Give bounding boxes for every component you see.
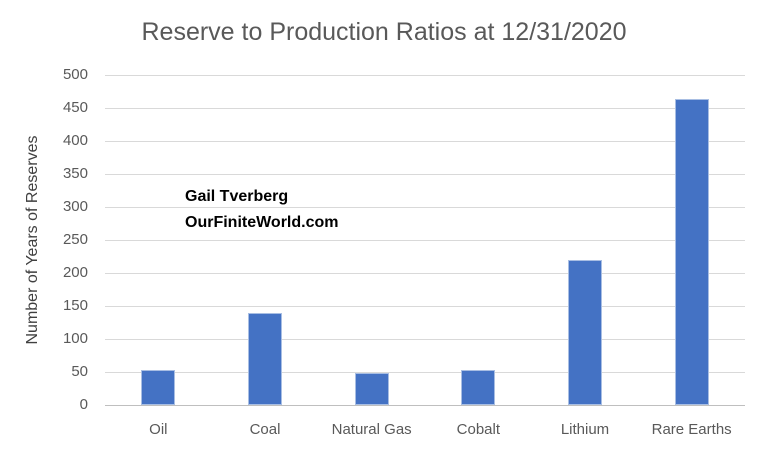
x-tick-label-coal: Coal bbox=[249, 421, 281, 438]
gridline-100 bbox=[105, 338, 745, 340]
gridline-300 bbox=[105, 206, 745, 208]
x-axis-line bbox=[105, 404, 745, 406]
gridline-200 bbox=[105, 272, 745, 274]
y-tick-label-300: 300 bbox=[62, 198, 88, 215]
bar-oil bbox=[141, 370, 176, 405]
chart-title: Reserve to Production Ratios at 12/31/20… bbox=[141, 18, 627, 46]
x-tick-label-rare-earths: Rare Earths bbox=[651, 421, 732, 438]
x-tick-label-cobalt: Cobalt bbox=[456, 421, 500, 438]
bar-rare-earths bbox=[674, 99, 709, 405]
y-tick-label-500: 500 bbox=[62, 66, 88, 83]
bar-lithium bbox=[568, 259, 602, 405]
annotation-site: OurFiniteWorld.com bbox=[185, 214, 339, 231]
gridline-150 bbox=[105, 305, 745, 307]
bar-coal bbox=[248, 313, 282, 405]
gridline-350 bbox=[105, 173, 745, 175]
x-tick-label-natural-gas: Natural Gas bbox=[331, 421, 412, 438]
y-tick-label-50: 50 bbox=[71, 363, 88, 380]
x-tick-label-oil: Oil bbox=[149, 421, 168, 438]
gridline-50 bbox=[105, 371, 745, 373]
y-tick-label-0: 0 bbox=[79, 396, 88, 413]
x-tick-label-lithium: Lithium bbox=[560, 421, 610, 438]
y-tick-label-400: 400 bbox=[62, 132, 88, 149]
y-tick-label-250: 250 bbox=[62, 231, 88, 248]
gridline-450 bbox=[105, 107, 745, 109]
bar-natural-gas bbox=[354, 373, 389, 405]
y-tick-label-350: 350 bbox=[62, 165, 88, 182]
y-tick-label-200: 200 bbox=[62, 264, 88, 281]
watermark-annotation: Gail Tverberg OurFiniteWorld.com bbox=[185, 184, 338, 236]
y-tick-label-150: 150 bbox=[62, 297, 88, 314]
gridline-400 bbox=[105, 140, 745, 142]
y-tick-label-450: 450 bbox=[62, 99, 88, 116]
gridline-500 bbox=[105, 74, 745, 76]
y-tick-label-100: 100 bbox=[62, 330, 88, 347]
annotation-author: Gail Tverberg bbox=[185, 188, 289, 205]
gridline-250 bbox=[105, 239, 745, 241]
bar-cobalt bbox=[461, 370, 496, 405]
